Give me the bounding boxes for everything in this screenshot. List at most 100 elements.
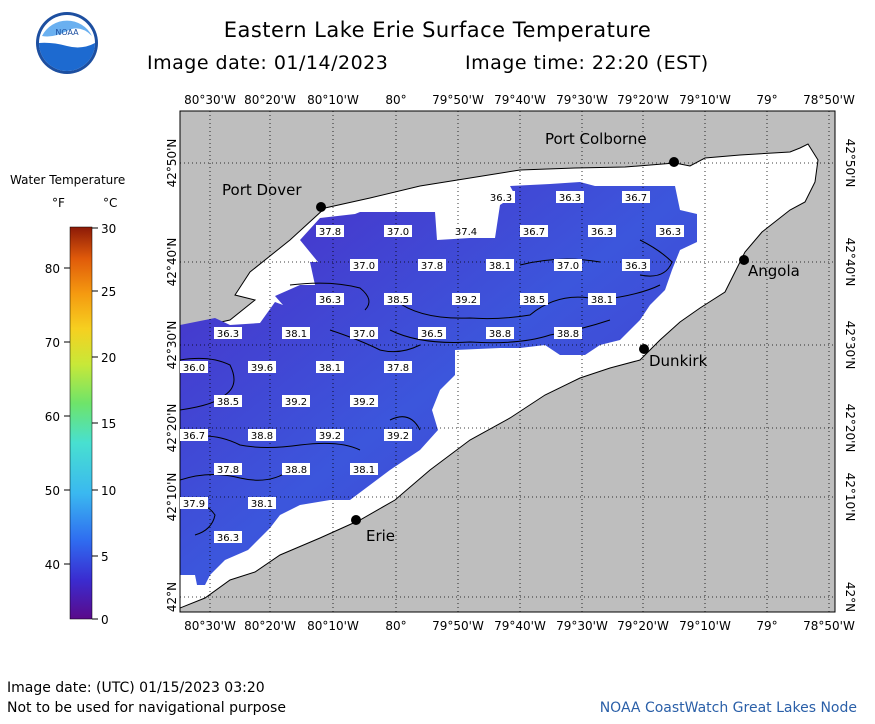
- temp-label-box: [384, 429, 412, 441]
- water-temperature-coverage: [180, 182, 697, 585]
- temp-label: 36.3: [217, 533, 239, 544]
- fahrenheit-tick: 40: [45, 558, 60, 572]
- lat-label-left: 42°10'N: [165, 473, 179, 522]
- temp-label-box: [556, 191, 584, 203]
- temp-label: 39.6: [251, 363, 273, 374]
- temp-label: 37.0: [353, 329, 375, 340]
- temp-label: 39.2: [455, 295, 477, 306]
- city-label: Port Colborne: [545, 130, 647, 148]
- lon-label-bottom: 78°50'W: [803, 619, 855, 633]
- temp-label-box: [214, 395, 242, 407]
- lat-label-left: 42°30'N: [165, 321, 179, 370]
- celsius-tick: 15: [101, 417, 116, 431]
- longitude-labels-top: 80°30'W 80°20'W 80°10'W 80° 79°50'W 79°40'W 79…: [184, 93, 855, 107]
- temp-label: 39.2: [353, 397, 375, 408]
- lat-label-right: 42°30'N: [843, 321, 857, 370]
- temp-label-box: [384, 293, 412, 305]
- lon-label-bottom: 80°: [385, 619, 406, 633]
- temp-label-box: [350, 327, 378, 339]
- lon-label-top: 79°20'W: [617, 93, 669, 107]
- temp-label: 38.8: [557, 329, 579, 340]
- temp-label: 38.1: [285, 329, 307, 340]
- lon-label-bottom: 79°40'W: [494, 619, 546, 633]
- lon-label-top: 79°40'W: [494, 93, 546, 107]
- lat-label-left: 42°50'N: [165, 139, 179, 188]
- temp-label-box: [384, 225, 412, 237]
- temp-label: 36.3: [659, 227, 681, 238]
- celsius-tick: 0: [101, 613, 109, 627]
- temp-label: 36.0: [183, 363, 205, 374]
- temp-label: 38.5: [217, 397, 239, 408]
- temp-label: 39.2: [387, 431, 409, 442]
- disclaimer: Not to be used for navigational purpose: [7, 700, 286, 716]
- temp-label: 37.8: [217, 465, 239, 476]
- city-marker: [669, 157, 679, 167]
- celsius-tick: 5: [101, 550, 109, 564]
- lon-label-bottom: 80°10'W: [307, 619, 359, 633]
- temp-label: 37.0: [353, 261, 375, 272]
- temp-label-box: [350, 463, 378, 475]
- lat-label-left: 42°40'N: [165, 238, 179, 287]
- temp-label: 38.1: [591, 295, 613, 306]
- temp-label-box: [316, 361, 344, 373]
- temp-label: 38.1: [319, 363, 341, 374]
- lon-label-bottom: 79°20'W: [617, 619, 669, 633]
- city-marker: [739, 255, 749, 265]
- temp-label-box: [180, 429, 208, 441]
- noaa-logo: NOAA: [36, 12, 98, 74]
- city-markers: Port Colborne Port Dover Angola Dunkirk Erie: [222, 130, 800, 545]
- temp-label-box: [452, 225, 480, 237]
- lon-label-bottom: 80°30'W: [184, 619, 236, 633]
- temp-label: 37.0: [387, 227, 409, 238]
- temp-label-box: [520, 225, 548, 237]
- temp-label: 37.8: [421, 261, 443, 272]
- temp-label-box: [214, 327, 242, 339]
- temp-label: 36.3: [217, 329, 239, 340]
- temp-label-box: [350, 395, 378, 407]
- temp-label: 36.3: [319, 295, 341, 306]
- temp-label-box: [316, 225, 344, 237]
- temp-label-box: [316, 293, 344, 305]
- temp-label-box: [384, 361, 412, 373]
- lon-label-bottom: 79°30'W: [556, 619, 608, 633]
- temp-label-box: [486, 259, 514, 271]
- lon-label-top: 79°50'W: [432, 93, 484, 107]
- lon-label-bottom: 79°50'W: [432, 619, 484, 633]
- temp-label-box: [282, 395, 310, 407]
- temp-label: 38.8: [251, 431, 273, 442]
- temp-label: 36.7: [523, 227, 545, 238]
- temp-label: 38.8: [285, 465, 307, 476]
- temp-label: 37.4: [455, 227, 477, 238]
- celsius-tick: 30: [101, 222, 116, 236]
- image-date: Image date: 01/14/2023: [147, 52, 389, 74]
- temp-label: 37.0: [557, 261, 579, 272]
- city-label: Dunkirk: [649, 352, 708, 370]
- temp-label-box: [554, 327, 582, 339]
- temp-label-box: [622, 259, 650, 271]
- temp-label-box: [418, 327, 446, 339]
- temp-label-box: [487, 191, 515, 203]
- lon-label-bottom: 79°: [756, 619, 777, 633]
- temp-label: 37.8: [319, 227, 341, 238]
- lon-label-top: 80°10'W: [307, 93, 359, 107]
- temp-label-box: [486, 327, 514, 339]
- latitude-labels-left: 42°50'N 42°40'N 42°30'N 42°20'N 42°10'N 42°N: [165, 139, 179, 613]
- lon-label-top: 79°30'W: [556, 93, 608, 107]
- temp-label: 36.7: [183, 431, 205, 442]
- lat-label-left: 42°20'N: [165, 404, 179, 453]
- latitude-labels-right: 42°50'N 42°40'N 42°30'N 42°20'N 42°10'N 42°N: [843, 139, 857, 613]
- celsius-tick: 25: [101, 285, 116, 299]
- map-title: Eastern Lake Erie Surface Temperature: [223, 18, 652, 42]
- temp-label-box: [180, 361, 208, 373]
- city-label: Port Dover: [222, 181, 302, 199]
- temp-label: 38.1: [251, 499, 273, 510]
- fahrenheit-tick: 60: [45, 410, 60, 424]
- fahrenheit-tick: 70: [45, 336, 60, 350]
- temp-label-box: [248, 361, 276, 373]
- city-label: Erie: [366, 527, 395, 545]
- temp-label: 38.8: [489, 329, 511, 340]
- city-marker: [639, 344, 649, 354]
- lat-label-left: 42°N: [165, 582, 179, 612]
